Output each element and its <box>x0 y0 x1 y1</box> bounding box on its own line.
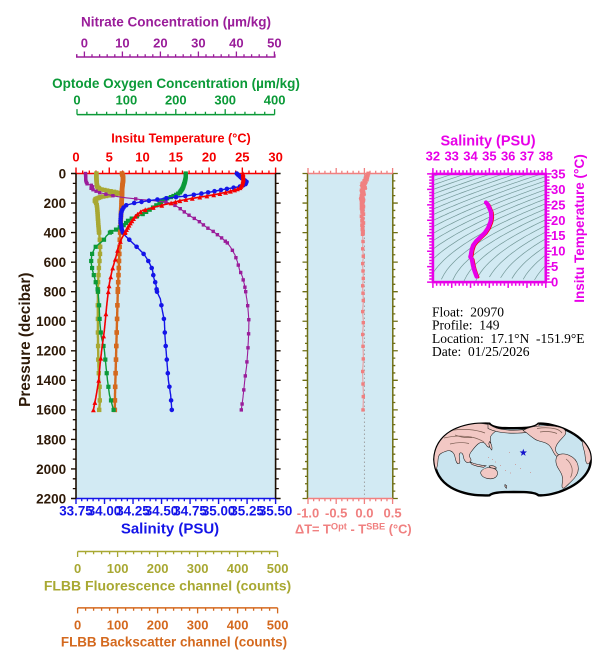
svg-text:0: 0 <box>551 275 558 290</box>
svg-text:0.0: 0.0 <box>355 506 373 521</box>
svg-text:200: 200 <box>147 617 169 632</box>
svg-text:37: 37 <box>520 149 534 164</box>
svg-text:10: 10 <box>551 244 565 259</box>
svg-text:400: 400 <box>227 617 249 632</box>
svg-text:1800: 1800 <box>36 432 66 447</box>
svg-text:300: 300 <box>187 617 209 632</box>
svg-text:400: 400 <box>227 561 249 576</box>
svg-text:35.00: 35.00 <box>202 504 236 519</box>
svg-text:30: 30 <box>551 182 565 197</box>
svg-text:100: 100 <box>107 617 129 632</box>
svg-text:2200: 2200 <box>36 491 66 506</box>
svg-text:-1.0: -1.0 <box>297 506 319 521</box>
svg-text:Float: 20970: Float: 20970 <box>432 304 504 319</box>
svg-text:1000: 1000 <box>36 314 66 329</box>
svg-text:100: 100 <box>107 561 129 576</box>
svg-text:15: 15 <box>169 150 183 165</box>
svg-text:FLBB Backscatter channel (coun: FLBB Backscatter channel (counts) <box>61 634 287 649</box>
svg-text:10: 10 <box>115 36 129 51</box>
svg-text:5: 5 <box>551 259 558 274</box>
svg-text:500: 500 <box>267 617 289 632</box>
svg-text:34.25: 34.25 <box>116 504 150 519</box>
svg-text:0: 0 <box>74 617 81 632</box>
svg-text:25: 25 <box>551 197 565 212</box>
svg-text:Insitu Temperature (°C): Insitu Temperature (°C) <box>572 154 587 302</box>
svg-text:34.00: 34.00 <box>88 504 122 519</box>
svg-text:33: 33 <box>444 149 458 164</box>
svg-text:Profile: 149: Profile: 149 <box>432 318 500 333</box>
svg-text:34: 34 <box>463 149 478 164</box>
svg-text:300: 300 <box>214 93 236 108</box>
svg-text:0: 0 <box>74 561 81 576</box>
svg-text:Pressure (decibar): Pressure (decibar) <box>17 273 34 407</box>
svg-text:200: 200 <box>44 196 67 211</box>
svg-text:50: 50 <box>267 36 281 51</box>
svg-text:0.5: 0.5 <box>384 506 402 521</box>
svg-text:34.50: 34.50 <box>145 504 179 519</box>
svg-text:0: 0 <box>81 36 88 51</box>
svg-text:0: 0 <box>59 166 67 181</box>
svg-text:35.25: 35.25 <box>230 504 264 519</box>
svg-text:1200: 1200 <box>36 344 66 359</box>
svg-text:800: 800 <box>44 285 67 300</box>
svg-text:35: 35 <box>482 149 496 164</box>
svg-text:Salinity (PSU): Salinity (PSU) <box>440 134 535 150</box>
svg-text:30: 30 <box>268 150 282 165</box>
svg-text:FLBB Fluorescence channel (cou: FLBB Fluorescence channel (counts) <box>44 578 291 594</box>
svg-text:30: 30 <box>191 36 205 51</box>
svg-text:40: 40 <box>229 36 243 51</box>
svg-text:1600: 1600 <box>36 403 66 418</box>
svg-text:15: 15 <box>551 228 565 243</box>
svg-text:33.75: 33.75 <box>59 504 93 519</box>
svg-text:200: 200 <box>147 561 169 576</box>
svg-text:32: 32 <box>426 149 440 164</box>
svg-text:300: 300 <box>187 561 209 576</box>
svg-text:2000: 2000 <box>36 462 66 477</box>
svg-text:600: 600 <box>44 255 67 270</box>
svg-text:Location: 17.1°N -151.9°E: Location: 17.1°N -151.9°E <box>432 331 585 346</box>
svg-text:0: 0 <box>72 150 79 165</box>
svg-text:400: 400 <box>264 93 286 108</box>
svg-text:35.50: 35.50 <box>259 504 293 519</box>
svg-text:20: 20 <box>153 36 167 51</box>
svg-text:Optode Oxygen Concentration (µ: Optode Oxygen Concentration (µm/kg) <box>52 76 300 91</box>
svg-text:36: 36 <box>501 149 515 164</box>
svg-text:5: 5 <box>106 150 113 165</box>
svg-text:400: 400 <box>44 225 67 240</box>
svg-text:0: 0 <box>73 93 80 108</box>
svg-text:500: 500 <box>267 561 289 576</box>
svg-text:ΔT= TOpt - TSBE (°C): ΔT= TOpt - TSBE (°C) <box>295 522 412 537</box>
svg-text:200: 200 <box>165 93 187 108</box>
svg-text:Insitu Temperature (°C): Insitu Temperature (°C) <box>111 131 250 145</box>
svg-text:100: 100 <box>116 93 138 108</box>
svg-text:10: 10 <box>135 150 149 165</box>
svg-text:Salinity (PSU): Salinity (PSU) <box>121 521 219 538</box>
svg-text:20: 20 <box>551 213 565 228</box>
svg-text:38: 38 <box>539 149 553 164</box>
svg-text:-0.5: -0.5 <box>325 506 347 521</box>
svg-text:Nitrate Concentration (µm/kg): Nitrate Concentration (µm/kg) <box>81 15 271 30</box>
svg-text:34.75: 34.75 <box>173 504 207 519</box>
svg-text:20: 20 <box>202 150 216 165</box>
svg-text:35: 35 <box>551 166 565 181</box>
svg-text:Date: 01/25/2026: Date: 01/25/2026 <box>432 344 530 359</box>
svg-text:1400: 1400 <box>36 373 66 388</box>
svg-text:25: 25 <box>235 150 249 165</box>
